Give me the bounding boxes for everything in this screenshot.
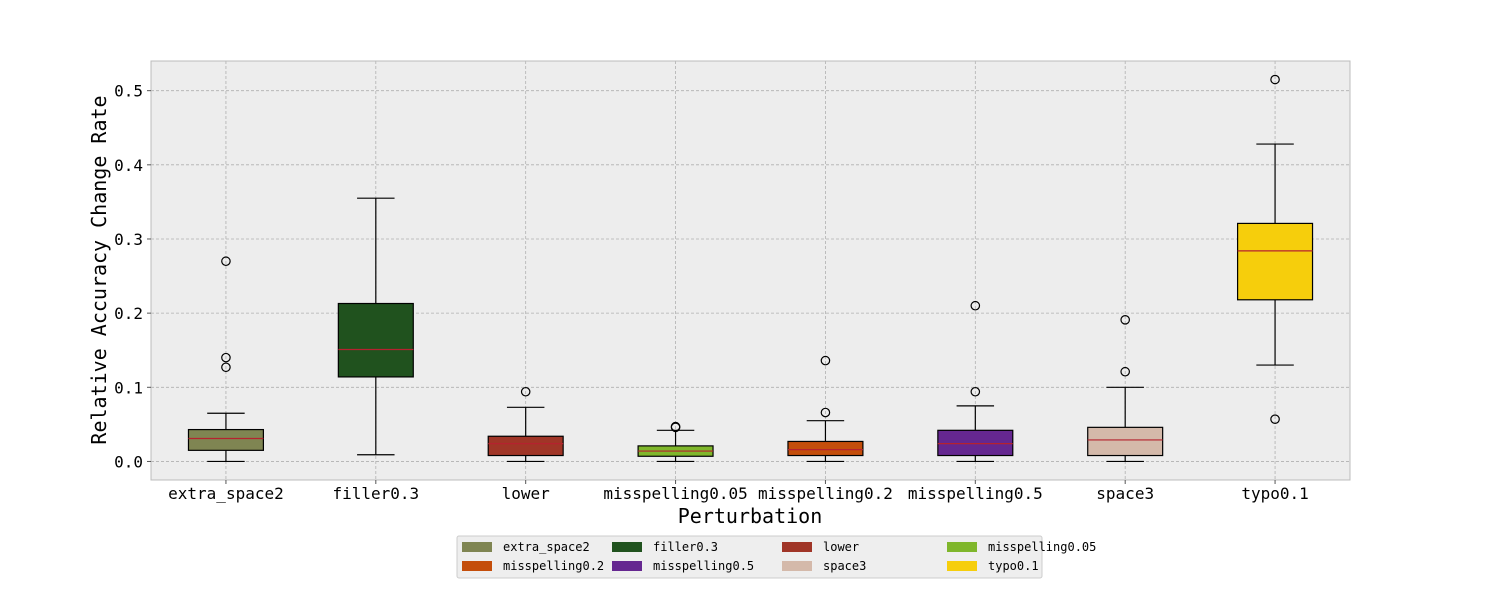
x-tick-label: space3 [1096, 484, 1154, 503]
outlier-point [1120, 315, 1130, 325]
y-tick-label: 0.5 [114, 82, 143, 101]
plot-background [151, 61, 1350, 480]
legend-frame [456, 535, 1043, 579]
legend-label: misspelling0.05 [988, 540, 1096, 554]
x-axis-label: Perturbation [678, 504, 823, 528]
y-tick-label: 0.4 [114, 156, 143, 175]
box-group [487, 386, 564, 463]
box-iqr [787, 440, 864, 457]
y-tick-label: 0.2 [114, 304, 143, 323]
y-tick-label: 0.0 [114, 452, 143, 471]
y-tick-label: 0.1 [114, 378, 143, 397]
outlier-point [970, 386, 981, 397]
legend-swatch [612, 561, 642, 571]
outlier-point [970, 300, 981, 311]
box-iqr [1087, 426, 1164, 457]
legend-swatch [612, 542, 642, 552]
y-axis-ticks: 0.0 0.1 0.2 0.3 0.4 0.5 [114, 82, 151, 471]
x-axis-ticks: extra_space2 filler0.3 lower misspelling0.0… [168, 480, 1309, 503]
legend-label: typo0.1 [988, 559, 1039, 573]
x-tick-label: extra_space2 [168, 484, 284, 503]
box-group [937, 300, 1014, 463]
x-tick-label: misspelling0.5 [908, 484, 1043, 503]
outlier-point [1270, 74, 1280, 85]
legend-swatch [782, 542, 812, 552]
legend-label: space3 [823, 559, 866, 573]
x-tick-label: misspelling0.05 [603, 484, 748, 503]
box-group [187, 256, 265, 463]
legend-swatch [782, 561, 812, 571]
x-tick-label: misspelling0.2 [758, 484, 893, 503]
outlier-point [520, 386, 531, 397]
outlier-point [221, 352, 231, 363]
legend-label: misspelling0.5 [653, 559, 754, 573]
outlier-point [670, 421, 681, 432]
plot-frame [150, 60, 1351, 481]
box-group [1087, 315, 1164, 463]
legend-swatch [947, 561, 977, 571]
outlier-point [820, 407, 831, 418]
x-tick-label: typo0.1 [1241, 484, 1308, 503]
outlier-point [221, 362, 231, 373]
box-iqr [937, 429, 1014, 457]
y-axis-label: Relative Accuracy Change Rate [87, 95, 111, 444]
box-group [637, 421, 714, 463]
box-iqr [1236, 222, 1314, 301]
outlier-point [820, 355, 831, 366]
legend-swatch [462, 542, 492, 552]
box-iqr [487, 435, 564, 457]
legend-swatch [462, 561, 492, 571]
x-tick-label: filler0.3 [332, 484, 419, 503]
boxes-layer [187, 74, 1314, 463]
y-tick-label: 0.3 [114, 230, 143, 249]
box-group [337, 197, 414, 456]
legend-swatch [947, 542, 977, 552]
outlier-point [1270, 414, 1280, 424]
box-iqr [337, 302, 414, 378]
legend-label: filler0.3 [653, 540, 718, 554]
box-group [1236, 74, 1314, 424]
legend-label: misspelling0.2 [503, 559, 604, 573]
box-iqr [187, 428, 265, 451]
outlier-point [1120, 366, 1130, 377]
legend-label: extra_space2 [503, 540, 590, 554]
x-tick-label: lower [502, 484, 551, 503]
legend: extra_space2 filler0.3 lower misspelling0.0… [456, 535, 1096, 579]
outlier-point [221, 256, 231, 267]
box-group [787, 355, 864, 463]
legend-label: lower [823, 540, 859, 554]
